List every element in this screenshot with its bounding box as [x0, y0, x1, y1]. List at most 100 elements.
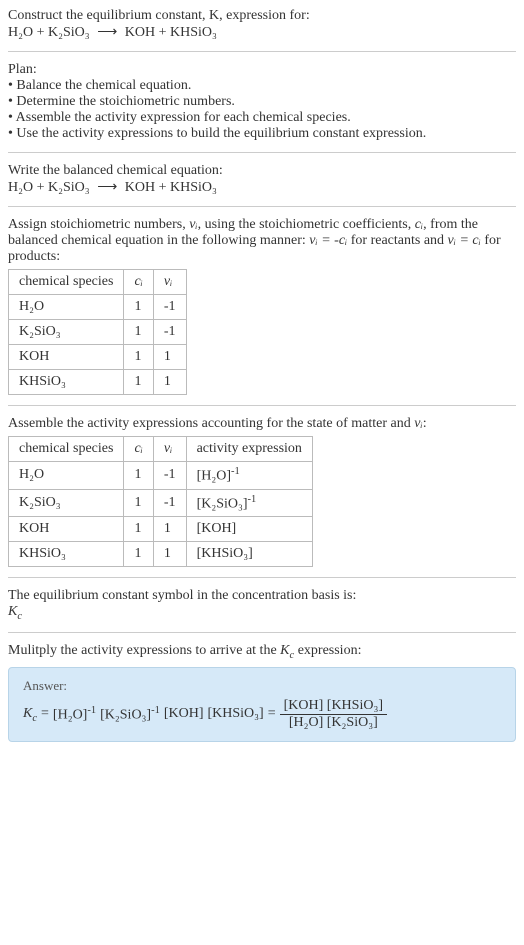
stoich-section: Assign stoichiometric numbers, νᵢ, using…	[8, 217, 516, 395]
table-row: KHSiO₃ 1 1 [KHSiO₃]	[9, 542, 313, 567]
multiply-kc: K	[280, 643, 289, 658]
balanced-equation: H₂O + K₂SiO₃ ⟶ KOH + KHSiO₃	[8, 179, 516, 196]
kc-sub: c	[32, 712, 37, 723]
kc-k: K	[8, 604, 17, 619]
stoich-intro-b: , using the stoichiometric coefficients,	[198, 217, 415, 232]
stoich-nu: νᵢ	[189, 217, 197, 232]
beq-lhs2: K₂SiO₃	[48, 180, 90, 195]
beq-plus: +	[37, 180, 48, 195]
table-row: H₂O 1 -1	[9, 295, 187, 320]
expr-base: [KOH]	[197, 521, 237, 536]
cell-expr: [K₂SiO₃]-1	[186, 489, 312, 517]
activity-section: Assemble the activity expressions accoun…	[8, 416, 516, 567]
cell-ci: 1	[124, 462, 153, 490]
stoich-rel2: νᵢ = cᵢ	[448, 233, 481, 248]
divider	[8, 405, 516, 406]
table-header-row: chemical species cᵢ νᵢ activity expressi…	[9, 437, 313, 462]
t2-sup: -1	[151, 705, 160, 716]
cell-species: KHSiO₃	[9, 370, 124, 395]
cell-nu: -1	[153, 320, 186, 345]
plan-item-1: • Determine the stoichiometric numbers.	[8, 94, 516, 110]
cell-expr: [H₂O]-1	[186, 462, 312, 490]
cell-species: KOH	[9, 345, 124, 370]
symbol-line1: The equilibrium constant symbol in the c…	[8, 588, 516, 604]
table-row: H₂O 1 -1 [H₂O]-1	[9, 462, 313, 490]
th-nu: νᵢ	[153, 437, 186, 462]
activity-title-a: Assemble the activity expressions accoun…	[8, 416, 414, 431]
table-row: K₂SiO₃ 1 -1 [K₂SiO₃]-1	[9, 489, 313, 517]
plan-section: Plan: • Balance the chemical equation. •…	[8, 62, 516, 142]
divider	[8, 206, 516, 207]
answer-box: Answer: Kc = [H₂O]-1 [K₂SiO₃]-1 [KOH] [K…	[8, 667, 516, 742]
cell-species: H₂O	[9, 295, 124, 320]
cell-species: KHSiO₃	[9, 542, 124, 567]
beq-rhs1: KOH	[125, 180, 155, 195]
stoich-intro-d: for reactants and	[347, 233, 447, 248]
divider	[8, 51, 516, 52]
answer-expression: Kc = [H₂O]-1 [K₂SiO₃]-1 [KOH] [KHSiO₃] =…	[23, 698, 501, 731]
eq-plus: +	[37, 25, 48, 40]
expr-base: [K₂SiO₃]	[197, 496, 248, 511]
expr-base: [KHSiO₃]	[197, 546, 253, 561]
expr-base: [H₂O]	[197, 469, 231, 484]
header-section: Construct the equilibrium constant, K, e…	[8, 8, 516, 41]
th-species: chemical species	[9, 270, 124, 295]
divider	[8, 577, 516, 578]
th-nu: νᵢ	[153, 270, 186, 295]
symbol-kc: Kc	[8, 604, 516, 622]
th-species: chemical species	[9, 437, 124, 462]
expr-sup: -1	[231, 466, 240, 477]
beq-plus2: +	[159, 180, 170, 195]
table-row: K₂SiO₃ 1 -1	[9, 320, 187, 345]
answer-t1: [H₂O]-1	[53, 705, 96, 724]
cell-nu: -1	[153, 462, 186, 490]
plan-item-3: • Use the activity expressions to build …	[8, 126, 516, 142]
multiply-a: Mulitply the activity expressions to arr…	[8, 643, 280, 658]
cell-ci: 1	[124, 295, 153, 320]
table-row: KHSiO₃ 1 1	[9, 370, 187, 395]
fraction-num: [KOH] [KHSiO₃]	[280, 698, 387, 715]
divider	[8, 632, 516, 633]
answer-t4: [KHSiO₃]	[208, 706, 264, 722]
eq-arrow: ⟶	[97, 24, 117, 41]
table-row: KOH 1 1 [KOH]	[9, 517, 313, 542]
beq-arrow: ⟶	[97, 179, 117, 196]
symbol-section: The equilibrium constant symbol in the c…	[8, 588, 516, 622]
beq-rhs2: KHSiO₃	[170, 180, 217, 195]
eq-rhs1: KOH	[125, 25, 155, 40]
header-line1: Construct the equilibrium constant, K, e…	[8, 8, 516, 24]
cell-ci: 1	[124, 345, 153, 370]
answer-t2: [K₂SiO₃]-1	[100, 705, 160, 724]
cell-species: K₂SiO₃	[9, 320, 124, 345]
cell-nu: 1	[153, 345, 186, 370]
stoich-table: chemical species cᵢ νᵢ H₂O 1 -1 K₂SiO₃ 1…	[8, 269, 187, 395]
th-ci: cᵢ	[124, 437, 153, 462]
activity-table: chemical species cᵢ νᵢ activity expressi…	[8, 436, 313, 567]
cell-nu: -1	[153, 489, 186, 517]
cell-expr: [KOH]	[186, 517, 312, 542]
answer-eq: =	[41, 706, 49, 722]
stoich-ci: cᵢ	[415, 217, 423, 232]
cell-species: H₂O	[9, 462, 124, 490]
cell-nu: 1	[153, 370, 186, 395]
eq-rhs2: KHSiO₃	[170, 25, 217, 40]
answer-kc: Kc	[23, 706, 37, 724]
plan-item-2: • Assemble the activity expression for e…	[8, 110, 516, 126]
answer-eq2: =	[268, 706, 276, 722]
cell-ci: 1	[124, 489, 153, 517]
stoich-rel1: νᵢ = -cᵢ	[309, 233, 347, 248]
plan-title: Plan:	[8, 62, 516, 78]
plan-item-0: • Balance the chemical equation.	[8, 78, 516, 94]
kc-sub: c	[17, 611, 22, 622]
t1-base: [H₂O]	[53, 708, 87, 723]
header-text: Construct the equilibrium constant, K, e…	[8, 8, 310, 23]
answer-label: Answer:	[23, 678, 501, 694]
header-equation: H₂O + K₂SiO₃ ⟶ KOH + KHSiO₃	[8, 24, 516, 41]
activity-title-b: :	[423, 416, 427, 431]
t2-base: [K₂SiO₃]	[100, 708, 151, 723]
multiply-section: Mulitply the activity expressions to arr…	[8, 643, 516, 661]
cell-species: K₂SiO₃	[9, 489, 124, 517]
stoich-intro: Assign stoichiometric numbers, νᵢ, using…	[8, 217, 516, 265]
cell-expr: [KHSiO₃]	[186, 542, 312, 567]
balanced-title: Write the balanced chemical equation:	[8, 163, 516, 179]
